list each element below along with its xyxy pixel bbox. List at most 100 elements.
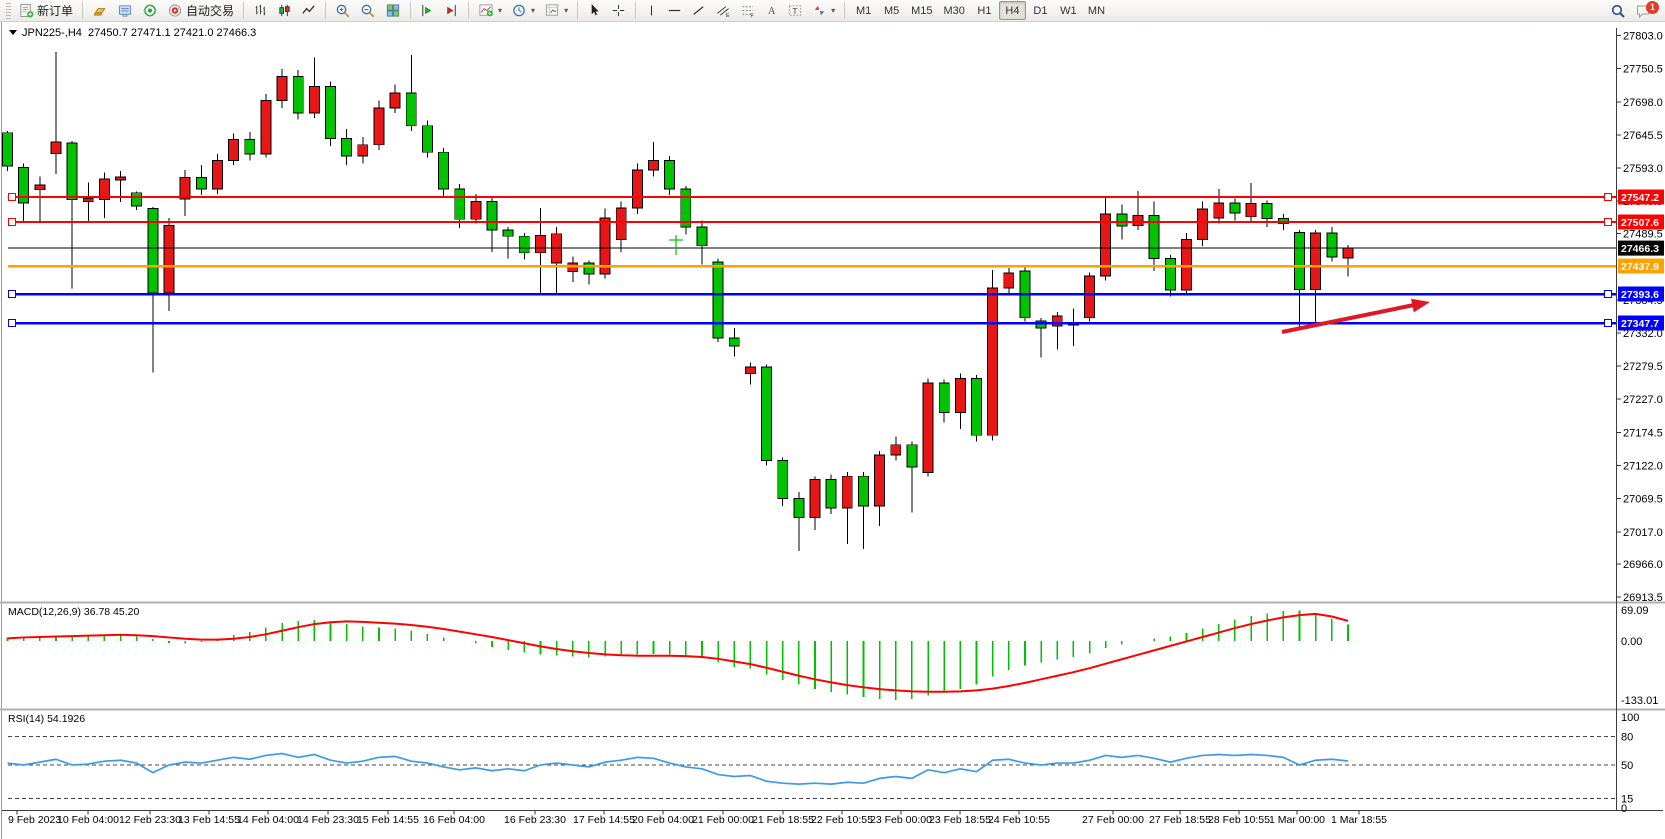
indicators-button[interactable]: ▾ bbox=[474, 1, 506, 21]
candle bbox=[809, 479, 821, 518]
svg-text:23 Feb 18:55: 23 Feb 18:55 bbox=[929, 814, 991, 826]
trend-arrow-annotation[interactable] bbox=[1281, 298, 1430, 334]
candle bbox=[1100, 213, 1112, 277]
svg-text:21 Feb 00:00: 21 Feb 00:00 bbox=[692, 814, 754, 826]
chart-shift-button[interactable] bbox=[440, 1, 463, 21]
autotrading-label: 自动交易 bbox=[186, 4, 235, 18]
new-order-button[interactable]: 新订单 bbox=[15, 1, 77, 21]
zoom-out-button[interactable] bbox=[356, 1, 380, 21]
periods-icon bbox=[511, 3, 527, 18]
chart-shift-icon bbox=[444, 3, 459, 18]
candle bbox=[874, 454, 886, 507]
horizontal-line-button[interactable] bbox=[663, 1, 686, 21]
candle bbox=[357, 144, 369, 157]
market-watch-button[interactable] bbox=[88, 1, 112, 21]
candle bbox=[211, 160, 223, 190]
bar-chart-button[interactable] bbox=[249, 1, 272, 21]
fibonacci-button[interactable]: F bbox=[736, 1, 760, 21]
line-chart-button[interactable] bbox=[297, 1, 320, 21]
svg-text:27279.5: 27279.5 bbox=[1623, 361, 1663, 373]
candle bbox=[1326, 232, 1338, 258]
candle bbox=[583, 262, 595, 275]
text-button[interactable]: A bbox=[761, 1, 782, 21]
candle bbox=[728, 337, 740, 347]
candle bbox=[18, 166, 30, 204]
svg-text:15: 15 bbox=[1621, 793, 1633, 805]
auto-scroll-button[interactable] bbox=[416, 1, 439, 21]
candle bbox=[1213, 202, 1225, 219]
resistance-line-1[interactable] bbox=[7, 192, 1616, 202]
crosshair-button[interactable] bbox=[607, 1, 630, 21]
candle bbox=[1261, 202, 1273, 220]
candle bbox=[292, 76, 304, 114]
autotrading-button[interactable]: 自动交易 bbox=[163, 1, 238, 21]
timeframe-button-m5[interactable]: M5 bbox=[878, 1, 905, 20]
trendline-button[interactable] bbox=[687, 1, 710, 21]
cursor-icon bbox=[587, 3, 602, 18]
candle bbox=[244, 139, 256, 155]
candle bbox=[971, 377, 982, 436]
resistance-line-2[interactable] bbox=[7, 217, 1616, 227]
search-button[interactable] bbox=[1606, 1, 1630, 21]
timeframe-button-m1[interactable]: M1 bbox=[850, 1, 877, 20]
horizontal-line-icon bbox=[667, 3, 682, 18]
svg-text:-133.01: -133.01 bbox=[1621, 695, 1658, 707]
chat-button[interactable]: 1 bbox=[1631, 0, 1659, 21]
candlestick-chart-button[interactable] bbox=[273, 1, 296, 21]
candle bbox=[858, 475, 869, 507]
data-window-button[interactable] bbox=[113, 1, 137, 21]
navigator-icon bbox=[142, 3, 158, 18]
line-handle bbox=[1603, 289, 1613, 299]
svg-text:27 Feb 18:55: 27 Feb 18:55 bbox=[1149, 814, 1211, 826]
periods-button[interactable]: ▾ bbox=[507, 1, 539, 21]
timeframe-button-mn[interactable]: MN bbox=[1083, 1, 1110, 20]
support-line-1[interactable] bbox=[7, 289, 1616, 299]
timeframe-button-h1[interactable]: H1 bbox=[971, 1, 998, 20]
svg-text:24 Feb 10:55: 24 Feb 10:55 bbox=[988, 814, 1050, 826]
arrows-button[interactable]: ▾ bbox=[808, 1, 839, 21]
line-handle bbox=[1603, 318, 1613, 328]
separator bbox=[468, 2, 470, 19]
panel-borders bbox=[0, 22, 1665, 839]
toolbar-grip bbox=[6, 2, 11, 19]
equidistant-channel-button[interactable]: E bbox=[711, 1, 735, 21]
timeframe-toolbar: M1 M5 M15 M30 H1 H4 D1 W1 MN bbox=[850, 1, 1110, 20]
timeframe-button-h4[interactable]: H4 bbox=[998, 1, 1026, 20]
separator bbox=[635, 2, 637, 19]
timeframe-button-d1[interactable]: D1 bbox=[1027, 1, 1054, 20]
text-label-icon: T bbox=[787, 3, 803, 18]
search-icon bbox=[1610, 3, 1626, 19]
candle bbox=[1310, 232, 1322, 290]
separator bbox=[82, 2, 84, 19]
text-label-button[interactable]: T bbox=[783, 1, 807, 21]
candle bbox=[777, 460, 789, 499]
timeframe-button-m15[interactable]: M15 bbox=[906, 1, 937, 20]
support-line-2[interactable] bbox=[7, 318, 1616, 328]
timeframe-button-m30[interactable]: M30 bbox=[939, 1, 970, 20]
chart-canvas[interactable]: 27803.027750.527698.027645.527593.027540… bbox=[0, 22, 1665, 839]
templates-button[interactable]: ▾ bbox=[540, 1, 572, 21]
candle bbox=[825, 479, 837, 509]
navigator-button[interactable] bbox=[138, 1, 162, 21]
svg-text:28 Feb 10:55: 28 Feb 10:55 bbox=[1208, 814, 1270, 826]
zoom-in-button[interactable] bbox=[331, 1, 355, 21]
chevron-down-icon: ▾ bbox=[831, 6, 836, 15]
candle bbox=[696, 226, 708, 247]
cursor-button[interactable] bbox=[583, 1, 606, 21]
svg-text:27489.5: 27489.5 bbox=[1623, 228, 1663, 240]
timeframe-button-w1[interactable]: W1 bbox=[1055, 1, 1082, 20]
svg-text:27507.6: 27507.6 bbox=[1621, 217, 1659, 229]
line-handle bbox=[1603, 217, 1613, 227]
equidistant-channel-icon: E bbox=[715, 3, 731, 18]
auto-scroll-icon bbox=[420, 3, 435, 18]
tile-windows-button[interactable] bbox=[381, 1, 405, 21]
svg-text:100: 100 bbox=[1621, 712, 1639, 724]
svg-text:22 Feb 10:55: 22 Feb 10:55 bbox=[811, 814, 873, 826]
candle bbox=[890, 444, 902, 456]
vertical-line-button[interactable] bbox=[641, 1, 662, 21]
svg-text:27547.2: 27547.2 bbox=[1621, 192, 1659, 204]
candle bbox=[615, 207, 627, 240]
candle bbox=[664, 160, 676, 190]
candle bbox=[405, 92, 417, 127]
